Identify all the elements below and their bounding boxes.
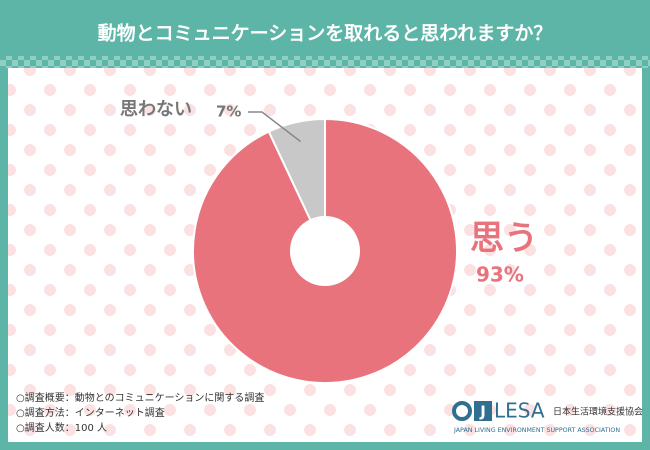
logo-ring xyxy=(452,401,472,421)
logo-name-ja: 日本生活環境支援協会 xyxy=(553,406,643,418)
slice-label: 思わない xyxy=(120,99,192,120)
note: ○調査方法：インターネット調査 xyxy=(16,406,165,419)
value-label: 93% xyxy=(476,263,524,287)
slice xyxy=(267,117,326,252)
logo-name-en: JAPAN LIVING ENVIRONMENT SUPPORT ASSOCIA… xyxy=(453,427,620,434)
notes: ○調査概要：動物とのコミュニケーションに関する調査 ○調査方法：インターネット調… xyxy=(16,391,264,434)
note: ○調査概要：動物とのコミュニケーションに関する調査 xyxy=(16,391,264,404)
logo-name: LESA xyxy=(494,399,545,423)
value-label: 7% xyxy=(216,103,241,121)
logo-box xyxy=(474,401,492,421)
chart-title: 動物とコミュニケーションを取れると思われますか？ xyxy=(98,22,553,45)
logo-mark: J xyxy=(479,403,486,421)
leader-line xyxy=(248,111,301,143)
donut: 思う 93% 思わない 7% xyxy=(120,99,538,384)
slice-label: 思う xyxy=(470,219,538,259)
note: ○調査人数：100 人 xyxy=(16,421,107,434)
logo: J LESA 日本生活環境支援協会 JAPAN LIVING ENVIRONME… xyxy=(452,399,643,434)
donut-hole xyxy=(290,216,360,286)
checker-strip xyxy=(0,56,650,68)
